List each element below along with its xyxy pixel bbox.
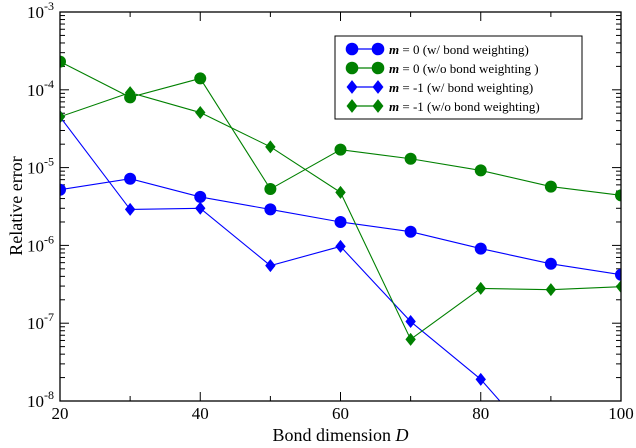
data-point xyxy=(405,315,416,329)
legend-label-variable: m xyxy=(389,61,399,76)
data-point xyxy=(124,202,136,216)
data-point xyxy=(124,172,137,185)
data-point xyxy=(60,110,66,124)
data-point xyxy=(405,332,416,346)
data-point xyxy=(544,180,557,193)
data-point xyxy=(124,86,136,100)
y-tick-base: 10 xyxy=(27,236,44,255)
y-tick-label: 10-5 xyxy=(27,155,54,178)
data-point xyxy=(265,259,276,273)
legend-item-4: m = -1 (w/o bond weighting) xyxy=(346,99,540,114)
data-point xyxy=(60,55,66,68)
y-tick-label: 10-4 xyxy=(27,77,54,100)
y-axis-title: Relative error xyxy=(6,156,26,255)
legend-item-3: m = -1 (w/ bond weighting) xyxy=(346,80,533,95)
data-point xyxy=(474,242,487,255)
legend-label: m = 0 (w/o bond weighting ) xyxy=(389,61,539,76)
legend-label-variable: m xyxy=(389,42,399,57)
legend-marker-start xyxy=(345,61,359,75)
series-line xyxy=(60,116,501,401)
data-point xyxy=(615,268,621,281)
legend-marker-start xyxy=(345,42,359,56)
y-tick-label: 10-7 xyxy=(27,310,54,333)
data-point xyxy=(264,183,277,196)
legend-label-text: = -1 (w/ bond weighting) xyxy=(399,80,533,95)
x-tick-label: 80 xyxy=(472,404,489,423)
legend-marker-end xyxy=(371,42,385,56)
x-tick-label: 60 xyxy=(332,404,349,423)
legend-marker-start xyxy=(346,80,358,94)
legend-item-1: m = 0 (w/ bond weighting) xyxy=(345,42,529,57)
x-tick-label: 100 xyxy=(608,404,634,423)
data-point xyxy=(404,225,417,238)
legend-label-text: = 0 (w/ bond weighting) xyxy=(399,42,529,57)
data-point xyxy=(615,189,621,202)
x-tick-label: 40 xyxy=(192,404,209,423)
data-point xyxy=(194,190,207,203)
data-point xyxy=(194,72,207,85)
data-point xyxy=(195,106,206,120)
data-point xyxy=(475,281,486,295)
y-tick-exponent: -6 xyxy=(44,232,54,246)
x-axis-title-variable: D xyxy=(395,425,409,445)
legend-label: m = -1 (w/o bond weighting) xyxy=(389,99,540,114)
series-1 xyxy=(60,172,621,281)
legend-marker-end xyxy=(372,99,384,113)
data-point xyxy=(545,283,557,297)
legend-label-variable: m xyxy=(389,80,399,95)
y-tick-exponent: -8 xyxy=(44,388,54,402)
legend-label: m = -1 (w/ bond weighting) xyxy=(389,80,533,95)
legend-label-variable: m xyxy=(389,99,399,114)
y-tick-base: 10 xyxy=(27,3,44,22)
y-tick-base: 10 xyxy=(27,314,44,333)
y-tick-base: 10 xyxy=(27,392,44,411)
y-tick-base: 10 xyxy=(27,81,44,100)
axis-ticks xyxy=(59,11,622,402)
data-point xyxy=(264,203,277,216)
y-tick-label: 10-6 xyxy=(27,232,54,255)
data-point xyxy=(334,215,347,228)
x-tick-label: 20 xyxy=(52,404,69,423)
data-point xyxy=(335,239,346,253)
series-4 xyxy=(60,86,621,346)
y-tick-label: 10-3 xyxy=(27,0,54,22)
data-point xyxy=(475,372,486,386)
y-tick-base: 10 xyxy=(27,159,44,178)
data-point xyxy=(474,164,487,177)
data-point xyxy=(615,280,621,294)
legend: m = 0 (w/ bond weighting)m = 0 (w/o bond… xyxy=(334,35,583,120)
data-point xyxy=(195,201,206,215)
legend-marker-end xyxy=(372,80,384,94)
x-axis-title-text: Bond dimension xyxy=(272,425,395,445)
legend-item-2: m = 0 (w/o bond weighting ) xyxy=(345,61,539,76)
legend-label-text: = 0 (w/o bond weighting ) xyxy=(399,61,538,76)
y-tick-exponent: -3 xyxy=(44,0,54,13)
series-layer xyxy=(60,55,621,401)
data-point xyxy=(334,143,347,156)
data-point xyxy=(335,185,346,199)
y-tick-exponent: -7 xyxy=(44,310,54,324)
data-point xyxy=(60,183,66,196)
legend-marker-end xyxy=(371,61,385,75)
legend-marker-start xyxy=(346,99,358,113)
y-tick-exponent: -4 xyxy=(44,77,54,91)
legend-label: m = 0 (w/ bond weighting) xyxy=(389,42,529,57)
data-point xyxy=(265,140,276,154)
plot-frame xyxy=(59,11,622,402)
legend-label-text: = -1 (w/o bond weighting) xyxy=(399,99,540,114)
y-tick-exponent: -5 xyxy=(44,155,54,169)
data-point xyxy=(544,257,557,270)
y-tick-label: 10-8 xyxy=(27,388,54,411)
data-point xyxy=(404,152,417,165)
x-axis-title: Bond dimension D xyxy=(272,425,408,445)
